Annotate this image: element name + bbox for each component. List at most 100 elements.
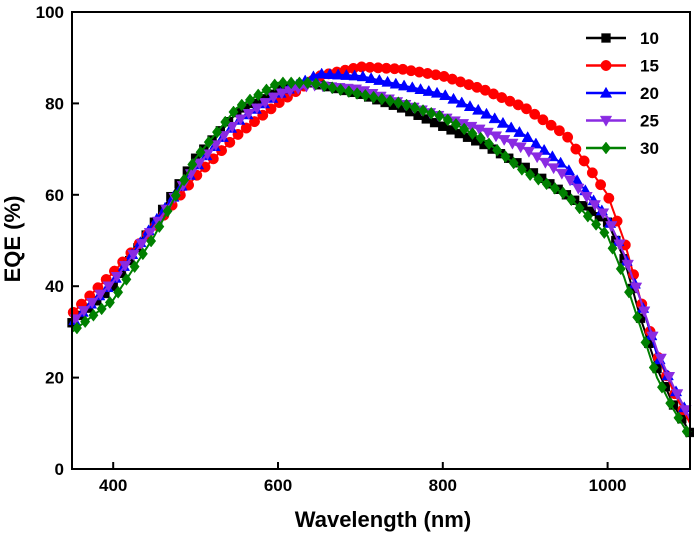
data-point xyxy=(146,234,157,248)
data-point xyxy=(529,108,541,120)
data-point xyxy=(572,183,585,195)
data-point xyxy=(236,98,247,112)
data-point xyxy=(348,69,361,81)
data-point xyxy=(302,76,313,90)
data-point xyxy=(376,92,387,106)
data-point xyxy=(530,152,544,164)
y-axis-title: EQE (%) xyxy=(0,196,25,283)
series-10 xyxy=(67,78,694,438)
plot-area: 400 600 800 1000 0 20 40 60 80 100 xyxy=(36,3,694,495)
data-point xyxy=(385,94,396,108)
data-point xyxy=(624,285,635,299)
data-point xyxy=(77,306,91,318)
data-point xyxy=(352,87,363,100)
data-point xyxy=(671,389,684,401)
data-point xyxy=(563,175,577,187)
data-point xyxy=(86,297,99,309)
data-point xyxy=(259,98,272,109)
data-point xyxy=(467,127,478,140)
data-point xyxy=(275,88,288,100)
data-point xyxy=(520,103,532,115)
legend-item-20: 20 xyxy=(586,84,659,103)
legend-item-25: 25 xyxy=(586,112,659,131)
data-point xyxy=(656,380,667,394)
data-point xyxy=(613,239,626,251)
data-point xyxy=(401,98,412,112)
data-point xyxy=(426,106,437,120)
data-point xyxy=(212,125,223,139)
data-point xyxy=(234,114,247,126)
data-point xyxy=(267,92,280,104)
legend-label: 25 xyxy=(640,112,659,131)
data-point xyxy=(605,221,618,233)
data-point xyxy=(187,158,198,171)
data-point xyxy=(442,113,453,127)
data-point xyxy=(607,241,618,255)
data-point xyxy=(638,306,651,318)
data-point xyxy=(327,81,338,95)
data-point xyxy=(603,192,615,204)
legend-label: 10 xyxy=(640,29,659,48)
data-point xyxy=(356,70,370,82)
data-point xyxy=(397,79,411,91)
data-point xyxy=(170,189,181,202)
y-tick-label: 40 xyxy=(45,277,64,296)
data-point xyxy=(389,77,402,89)
data-point xyxy=(310,77,321,91)
data-point xyxy=(154,220,165,233)
data-point xyxy=(480,107,493,119)
data-point xyxy=(323,68,337,79)
data-point xyxy=(513,125,526,137)
data-point xyxy=(555,168,569,180)
data-point xyxy=(439,89,452,101)
y-tick-label: 100 xyxy=(36,3,64,22)
data-point xyxy=(368,90,379,104)
x-tick-label: 600 xyxy=(264,476,292,495)
data-point xyxy=(447,92,460,104)
series-layer xyxy=(67,61,694,438)
data-point xyxy=(679,405,692,417)
legend-item-10: 10 xyxy=(586,29,659,48)
data-point xyxy=(228,105,239,119)
data-point xyxy=(455,96,468,108)
data-point xyxy=(595,179,607,191)
series-line xyxy=(71,81,691,438)
x-axis-ticks: 400 600 800 1000 xyxy=(99,462,627,495)
data-point xyxy=(586,167,598,179)
data-point xyxy=(549,182,560,195)
legend-marker xyxy=(601,33,611,43)
legend-item-15: 15 xyxy=(586,57,659,76)
legend-label: 30 xyxy=(640,139,659,158)
data-point xyxy=(286,76,297,90)
data-point xyxy=(570,143,582,155)
data-point xyxy=(505,121,518,133)
data-point xyxy=(521,131,534,142)
data-point xyxy=(500,150,511,163)
series-line xyxy=(71,84,691,420)
data-point xyxy=(580,192,593,203)
data-point xyxy=(253,88,264,102)
data-point xyxy=(621,259,634,271)
data-point xyxy=(277,76,288,90)
data-point xyxy=(250,103,264,115)
data-point xyxy=(315,67,328,79)
data-point xyxy=(596,208,610,220)
data-point xyxy=(662,372,676,383)
data-point xyxy=(203,135,214,149)
data-point xyxy=(110,272,124,283)
data-point xyxy=(332,68,345,80)
data-point xyxy=(244,93,255,107)
data-point xyxy=(473,124,486,136)
legend-label: 20 xyxy=(640,84,659,103)
data-point xyxy=(137,247,148,261)
data-point xyxy=(409,101,420,115)
data-point xyxy=(529,137,543,149)
data-point xyxy=(516,163,527,176)
data-point xyxy=(537,114,549,126)
y-tick-label: 80 xyxy=(45,94,64,113)
data-point xyxy=(545,119,557,131)
data-point xyxy=(422,84,435,96)
data-point xyxy=(574,201,585,215)
data-point xyxy=(496,116,510,128)
data-point xyxy=(588,200,601,212)
